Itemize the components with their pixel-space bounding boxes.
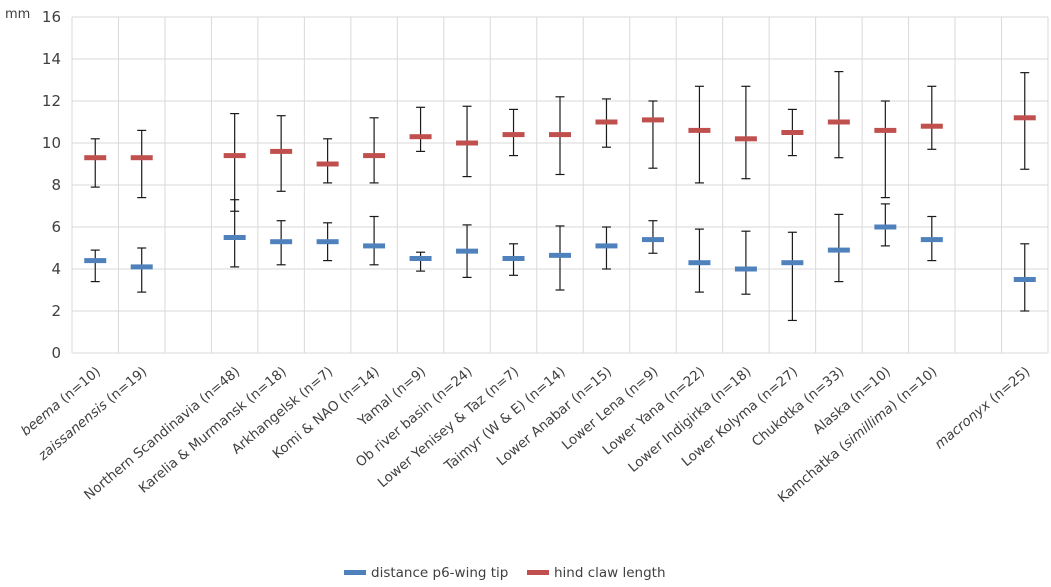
mean-marker-s1-12 (641, 117, 664, 123)
mean-marker-s0-4 (270, 239, 293, 245)
mean-marker-s1-17 (874, 127, 897, 133)
legend: distance p6-wing tip hind claw length (344, 565, 666, 581)
x-axis: beema (n=10)zaissanensis (n=19)Northern … (18, 364, 1033, 506)
mean-marker-s0-18 (920, 237, 943, 243)
mean-marker-s1-18 (920, 123, 943, 129)
mean-marker-s1-20 (1013, 115, 1036, 121)
y-tick-label-6: 12 (42, 92, 61, 110)
y-tick-label-0: 0 (51, 344, 61, 362)
mean-marker-s1-13 (688, 127, 711, 133)
mean-marker-s0-12 (641, 237, 664, 243)
mean-marker-s0-0 (84, 258, 107, 264)
mean-marker-s1-14 (734, 136, 757, 142)
mean-marker-s0-15 (781, 260, 804, 266)
category-label-part-18-0: Kamchatka ( (775, 439, 850, 506)
mean-marker-s0-5 (316, 239, 339, 245)
category-label-part-20-0: macronyx (932, 397, 995, 453)
mean-marker-s0-14 (734, 266, 757, 272)
mean-marker-s0-3 (223, 235, 246, 240)
mean-marker-s0-10 (549, 252, 571, 258)
y-tick-label-7: 14 (42, 50, 61, 68)
legend-label-0: distance p6-wing tip (371, 565, 508, 581)
mean-marker-s0-9 (502, 256, 525, 261)
category-label-part-18-2: ) (n=10) (886, 364, 940, 413)
y-tick-label-2: 4 (51, 260, 61, 278)
y-tick-label-3: 6 (51, 218, 61, 236)
mean-marker-s1-8 (456, 140, 479, 146)
mean-marker-s1-4 (270, 148, 293, 154)
mean-marker-s1-9 (502, 132, 525, 138)
mean-marker-s1-5 (316, 161, 339, 167)
mean-marker-s1-15 (781, 130, 804, 135)
mean-marker-s0-6 (363, 243, 386, 249)
gridlines (71, 16, 1049, 354)
mean-marker-s1-10 (549, 132, 571, 138)
y-tick-label-4: 8 (51, 176, 61, 194)
legend-swatch-1 (527, 570, 549, 575)
mean-marker-s1-6 (363, 153, 386, 159)
mean-marker-s0-17 (874, 224, 897, 230)
y-tick-label-5: 10 (42, 134, 61, 152)
category-label-20: macronyx (n=25) (932, 364, 1034, 453)
mean-marker-s0-8 (456, 248, 479, 254)
mean-marker-s0-16 (827, 247, 850, 253)
mean-marker-s0-7 (409, 256, 432, 261)
legend-label-1: hind claw length (554, 565, 666, 581)
category-label-0: beema (n=10) (18, 364, 104, 440)
y-tick-label-8: 16 (42, 8, 61, 26)
y-axis: 0 2 4 6 8 10 12 14 16 mm (5, 7, 61, 362)
legend-swatch-0 (344, 570, 366, 575)
y-unit-label: mm (5, 7, 30, 22)
y-tick-label-1: 2 (51, 302, 61, 320)
mean-marker-s1-3 (223, 153, 246, 159)
mean-marker-s1-16 (827, 119, 850, 125)
category-label-part-1-1: (n=19) (100, 364, 150, 410)
mean-marker-s0-1 (130, 264, 153, 270)
category-label-part-20-1: (n=25) (983, 364, 1033, 410)
mean-marker-s0-20 (1013, 277, 1036, 282)
mean-marker-s0-11 (595, 243, 618, 249)
mean-marker-s1-7 (409, 134, 432, 140)
series-marks (84, 70, 1036, 322)
mean-marker-s1-0 (84, 155, 107, 161)
mean-marker-s0-13 (688, 260, 711, 266)
mean-marker-s1-11 (595, 119, 618, 125)
mean-marker-s1-1 (130, 155, 153, 161)
